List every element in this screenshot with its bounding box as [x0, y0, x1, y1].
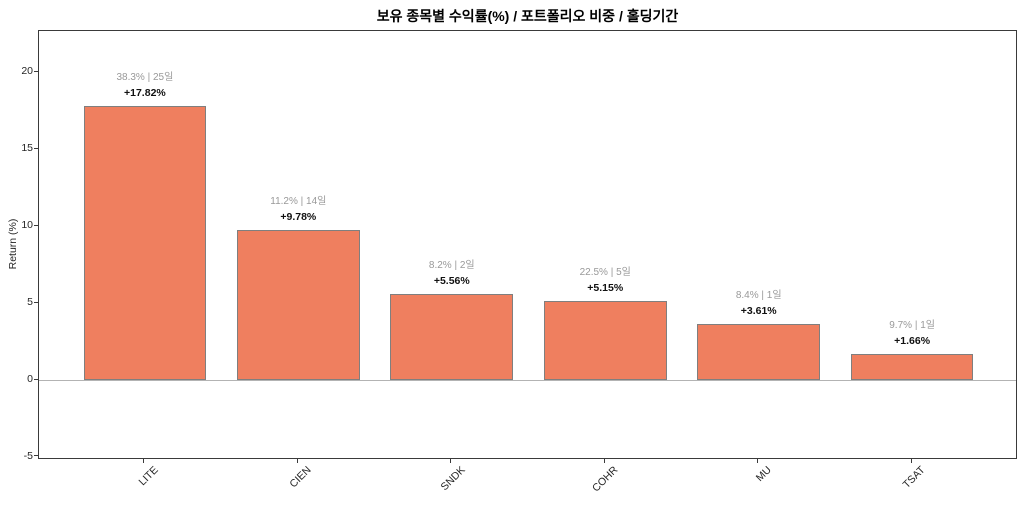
x-tick-mark [603, 459, 605, 463]
x-tick-label-CIEN: CIEN [287, 464, 314, 491]
x-tick-label-COHR: COHR [590, 464, 621, 495]
y-tick-label-15: 15 [21, 142, 33, 155]
x-tick-mark [910, 459, 912, 463]
x-tick-mark [296, 459, 298, 463]
bar-weight-holding-label-SNDK: 8.2% | 2일 [428, 260, 475, 272]
bar-MU [697, 324, 821, 380]
bar-value-label-TSAT: +1.66% [894, 335, 931, 348]
chart-title: 보유 종목별 수익률(%) / 포트폴리오 비중 / 홀딩기간 [376, 8, 679, 24]
bar-weight-holding-label-COHR: 22.5% | 5일 [579, 266, 631, 278]
y-tick-label-10: 10 [21, 219, 33, 232]
y-tick-label-0: 0 [27, 373, 33, 385]
bar-COHR [543, 300, 667, 380]
bar-TSAT [850, 354, 974, 380]
y-tick-mark [34, 224, 38, 226]
bar-weight-holding-label-LITE: 38.3% | 25일 [116, 71, 174, 83]
y-tick-label-5: 5 [27, 296, 33, 309]
bar-value-label-COHR: +5.15% [587, 281, 624, 294]
bar-SNDK [390, 294, 514, 380]
bar-value-label-MU: +3.61% [740, 305, 777, 318]
bar-LITE [83, 105, 207, 380]
bar-weight-holding-label-CIEN: 11.2% | 14일 [270, 195, 327, 207]
y-tick-mark [34, 301, 38, 303]
bar-CIEN [236, 229, 360, 380]
y-tick-mark [34, 147, 38, 149]
x-tick-label-LITE: LITE [136, 464, 161, 489]
bar-value-label-CIEN: +9.78% [280, 210, 317, 223]
y-tick-mark [34, 455, 38, 457]
bar-weight-holding-label-TSAT: 9.7% | 1일 [889, 320, 935, 332]
y-tick-mark [34, 70, 38, 72]
x-tick-label-MU: MU [754, 464, 775, 485]
x-tick-label-SNDK: SNDK [438, 464, 468, 494]
y-tick-mark [34, 378, 38, 380]
bar-value-label-SNDK: +5.56% [433, 275, 470, 288]
plot-area: +17.82% 38.3% | 25일 +9.78% 11.2% | 14일 +5.56… [38, 30, 1017, 459]
x-tick-mark [450, 459, 452, 463]
x-tick-mark [143, 459, 145, 463]
zero-axis-line [39, 379, 1016, 381]
bar-value-label-LITE: +17.82% [124, 86, 166, 99]
y-tick-label-20: 20 [21, 65, 33, 78]
x-tick-label-TSAT: TSAT [900, 464, 928, 491]
bar-weight-holding-label-MU: 8.4% | 1일 [735, 290, 782, 302]
x-tick-mark [757, 459, 759, 463]
y-tick-label--5: -5 [23, 449, 33, 462]
